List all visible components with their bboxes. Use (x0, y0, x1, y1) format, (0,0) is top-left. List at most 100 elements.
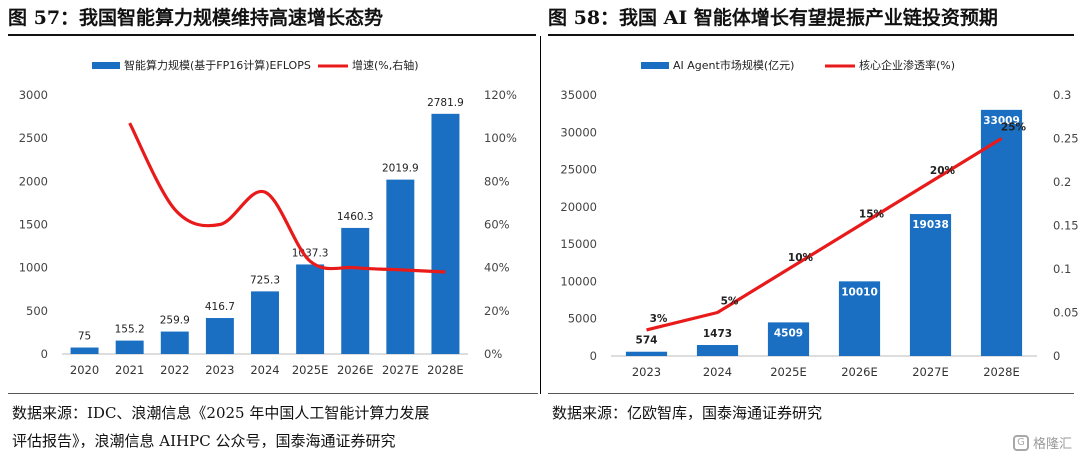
watermark-text: 格隆汇 (1032, 437, 1072, 452)
left-x-tick-label: 2028E (427, 363, 464, 377)
left-chart-title: 图 57：我国智能算力规模维持高速增长态势 (8, 7, 384, 29)
right-source-line-1: 数据来源：亿欧智库，国泰海通证券研究 (552, 404, 823, 422)
left-y-right-tick-label: 0% (484, 347, 502, 361)
right-series-line (646, 137, 1003, 332)
left-title-rule (8, 34, 536, 36)
right-bar-value-label: 1473 (703, 328, 732, 340)
right-y-left-tick-label: 20000 (560, 200, 597, 214)
left-y-left-tick-label: 500 (26, 304, 48, 318)
right-x-tick-label: 2026E (841, 365, 878, 379)
left-bar (341, 227, 370, 354)
right-bar-value-label: 10010 (841, 286, 878, 298)
left-y-left-tick-label: 1500 (19, 218, 48, 232)
left-y-right-tick-label: 20% (484, 304, 510, 318)
right-bar-value-label: 33009 (983, 115, 1020, 127)
right-legend-bar-swatch (641, 62, 669, 69)
left-bar-value-label: 2019.9 (382, 163, 419, 175)
left-legend-line-label: 增速(%,右轴) (352, 58, 419, 72)
right-line-value-label: 15% (859, 209, 885, 221)
left-bar (386, 179, 415, 354)
left-y-right-tick-label: 120% (484, 88, 517, 102)
left-series-line (128, 122, 446, 274)
right-y-right-tick-label: 0.1 (1053, 262, 1071, 276)
watermark: G 格隆汇 (1012, 433, 1072, 452)
left-bar (115, 340, 144, 354)
right-y-left-tick-label: 30000 (560, 125, 597, 139)
right-y-right-tick-label: 0.3 (1053, 88, 1071, 102)
left-x-tick-label: 2027E (382, 363, 419, 377)
panel-divider (540, 36, 541, 394)
right-x-tick-label: 2025E (770, 365, 807, 379)
right-line-value-label: 20% (930, 165, 956, 177)
left-bar (251, 291, 279, 354)
left-y-right-tick-label: 40% (484, 261, 510, 275)
left-x-tick-label: 2025E (292, 363, 329, 377)
left-bar-value-label: 725.3 (250, 274, 280, 286)
left-bar (205, 318, 234, 354)
right-bar (909, 214, 952, 356)
left-y-left-tick-label: 2500 (19, 131, 48, 145)
right-y-left-tick-label: 35000 (560, 88, 597, 102)
right-title-rule (548, 34, 1074, 36)
left-legend-bar-swatch (92, 62, 120, 69)
right-bar-value-label: 574 (636, 335, 658, 347)
left-bar-value-label: 155.2 (115, 324, 145, 336)
right-legend-line-label: 核心企业渗透率(%) (859, 58, 955, 72)
left-bar (160, 331, 189, 354)
right-y-left-tick-label: 5000 (568, 312, 597, 326)
right-line-value-label: 25% (1001, 122, 1027, 134)
left-bar-value-label: 259.9 (160, 315, 190, 327)
left-bar (296, 264, 325, 354)
left-chart: 智能算力规模(基于FP16计算)EFLOPS 增速(%,右轴) 0 500 1000 15… (19, 58, 517, 377)
left-bar-value-label: 416.7 (205, 301, 235, 313)
right-y-right-tick-label: 0.25 (1053, 132, 1079, 146)
watermark-logo-icon: G (1012, 434, 1029, 451)
left-bar-value-label: 1037.3 (292, 247, 329, 259)
right-bar-value-label: 19038 (912, 219, 949, 231)
left-x-tick-label: 2026E (337, 363, 374, 377)
left-legend-bar-label: 智能算力规模(基于FP16计算)EFLOPS (124, 58, 311, 72)
left-y-left-tick-label: 2000 (19, 174, 48, 188)
right-x-tick-label: 2024 (703, 365, 732, 379)
right-line-value-label: 10% (788, 252, 814, 264)
left-x-tick-label: 2021 (115, 363, 144, 377)
left-bar (431, 113, 460, 354)
right-y-right-tick-label: 0.2 (1053, 175, 1071, 189)
left-source-line-1: 数据来源：IDC、浪潮信息《2025 年中国人工智能计算力发展 (12, 404, 430, 422)
right-chart-title: 图 58：我国 AI 智能体增长有望提振产业链投资预期 (548, 7, 998, 29)
right-y-right-tick-label: 0.05 (1053, 306, 1079, 320)
right-bar (838, 281, 881, 356)
left-y-right-tick-label: 80% (484, 174, 510, 188)
right-y-left-tick-label: 10000 (560, 274, 597, 288)
left-source-line-2: 评估报告》，浪潮信息 AIHPC 公众号，国泰海通证券研究 (12, 432, 396, 450)
left-bar-value-label: 75 (78, 331, 91, 343)
left-x-tick-label: 2022 (160, 363, 189, 377)
right-bar (696, 345, 739, 356)
right-y-left-tick-label: 25000 (560, 163, 597, 177)
left-y-left-tick-label: 0 (41, 347, 48, 361)
right-chart: AI Agent市场规模(亿元) 核心企业渗透率(%) 0 5000 10000 1500… (560, 58, 1079, 379)
left-y-right-tick-label: 100% (484, 131, 517, 145)
left-y-left-tick-label: 3000 (19, 88, 48, 102)
left-bar-value-label: 2781.9 (427, 97, 464, 109)
right-bar (980, 109, 1023, 356)
left-y-right-tick-label: 60% (484, 218, 510, 232)
left-bar-value-label: 1460.3 (337, 211, 374, 223)
right-y-right-tick-label: 0.15 (1053, 219, 1079, 233)
right-line-value-label: 3% (650, 313, 668, 325)
source-divider-right (548, 393, 1074, 394)
right-x-tick-label: 2027E (912, 365, 949, 379)
right-legend-bar-label: AI Agent市场规模(亿元) (673, 58, 794, 72)
left-x-tick-label: 2020 (70, 363, 99, 377)
right-bar (767, 322, 810, 356)
left-bar (70, 347, 99, 354)
left-x-tick-label: 2024 (250, 363, 279, 377)
right-x-tick-label: 2023 (632, 365, 661, 379)
right-x-tick-label: 2028E (983, 365, 1020, 379)
left-y-left-tick-label: 1000 (19, 261, 48, 275)
right-bar (625, 351, 668, 356)
right-bar-value-label: 4509 (774, 327, 803, 339)
source-divider-left (8, 393, 538, 394)
right-y-left-tick-label: 15000 (560, 237, 597, 251)
right-y-left-tick-label: 0 (590, 349, 597, 363)
